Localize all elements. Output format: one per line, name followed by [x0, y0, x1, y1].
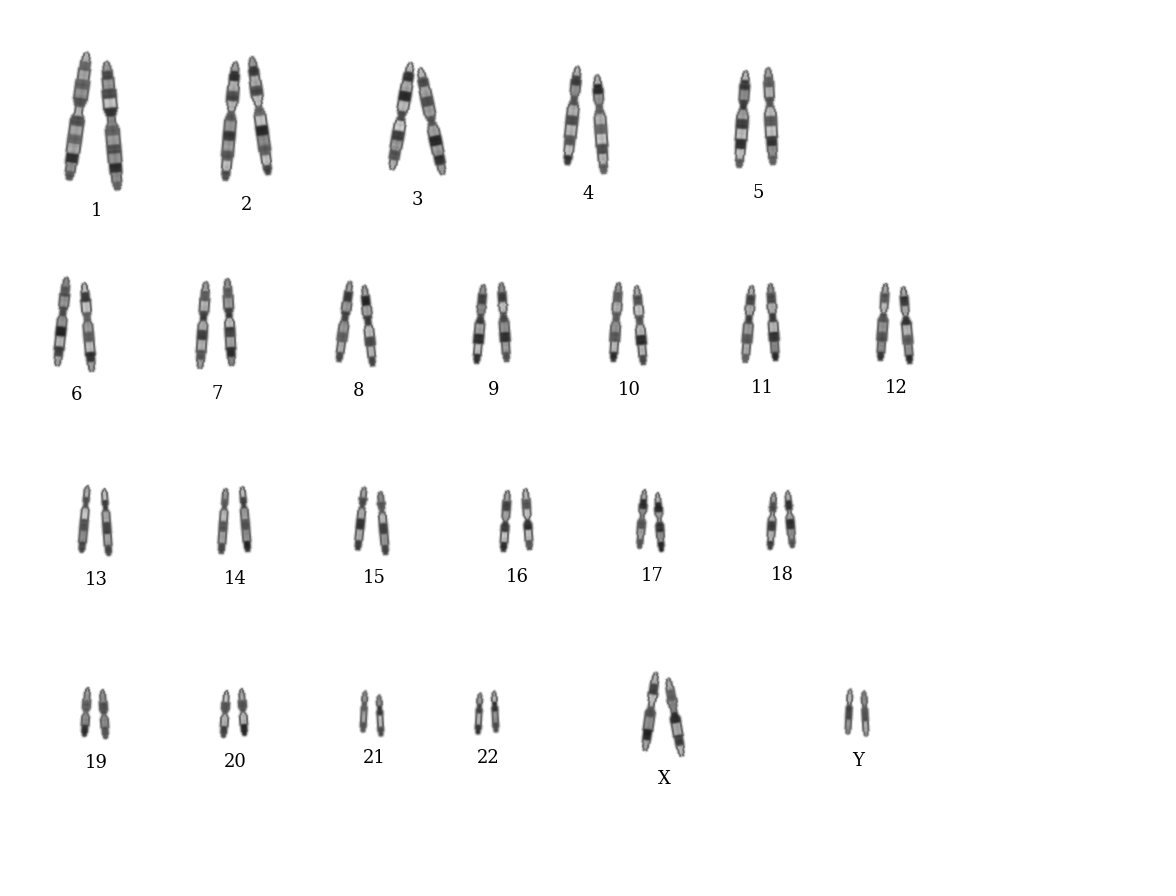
Text: 2: 2 [241, 196, 253, 214]
Text: 10: 10 [617, 381, 641, 399]
Text: 14: 14 [223, 570, 247, 588]
Text: 8: 8 [353, 382, 365, 400]
Text: 4: 4 [582, 185, 594, 203]
Text: Y: Y [853, 752, 864, 770]
Text: 22: 22 [476, 749, 500, 767]
Text: 5: 5 [753, 185, 764, 202]
Text: 7: 7 [212, 385, 223, 403]
Text: 12: 12 [884, 380, 908, 398]
Text: 15: 15 [362, 569, 386, 587]
Text: 1: 1 [91, 202, 102, 220]
Text: 18: 18 [770, 565, 794, 583]
Text: 13: 13 [85, 571, 108, 589]
Text: 3: 3 [412, 191, 423, 209]
Text: 20: 20 [223, 753, 247, 771]
Text: 17: 17 [641, 566, 664, 585]
Text: 11: 11 [750, 380, 774, 398]
Text: 21: 21 [362, 749, 386, 767]
Text: 9: 9 [488, 381, 500, 399]
Text: X: X [659, 771, 670, 788]
Text: 16: 16 [506, 568, 529, 586]
Text: 6: 6 [71, 386, 82, 404]
Text: 19: 19 [85, 754, 108, 771]
